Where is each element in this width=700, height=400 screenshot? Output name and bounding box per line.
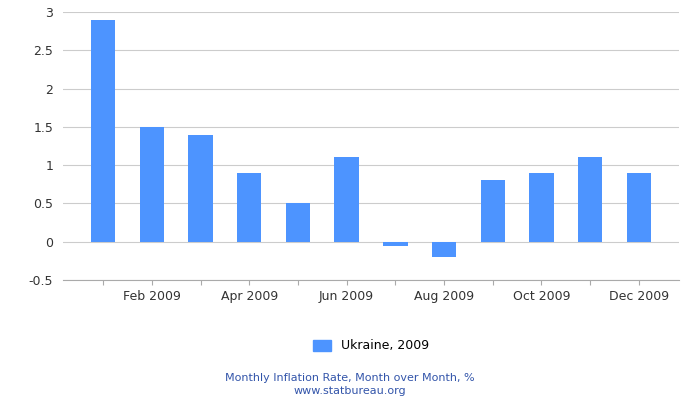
Bar (383, 242, 407, 246)
Bar (335, 158, 359, 242)
Legend: Ukraine, 2009: Ukraine, 2009 (307, 334, 435, 358)
Bar (286, 204, 310, 242)
Text: Monthly Inflation Rate, Month over Month, %: Monthly Inflation Rate, Month over Month… (225, 373, 475, 383)
Bar (237, 173, 261, 242)
Bar (432, 242, 456, 257)
Bar (91, 20, 116, 242)
Text: www.statbureau.org: www.statbureau.org (294, 386, 406, 396)
Bar (529, 173, 554, 242)
Bar (626, 173, 651, 242)
Bar (578, 158, 602, 242)
Bar (481, 180, 505, 242)
Bar (188, 134, 213, 242)
Bar (140, 127, 164, 242)
